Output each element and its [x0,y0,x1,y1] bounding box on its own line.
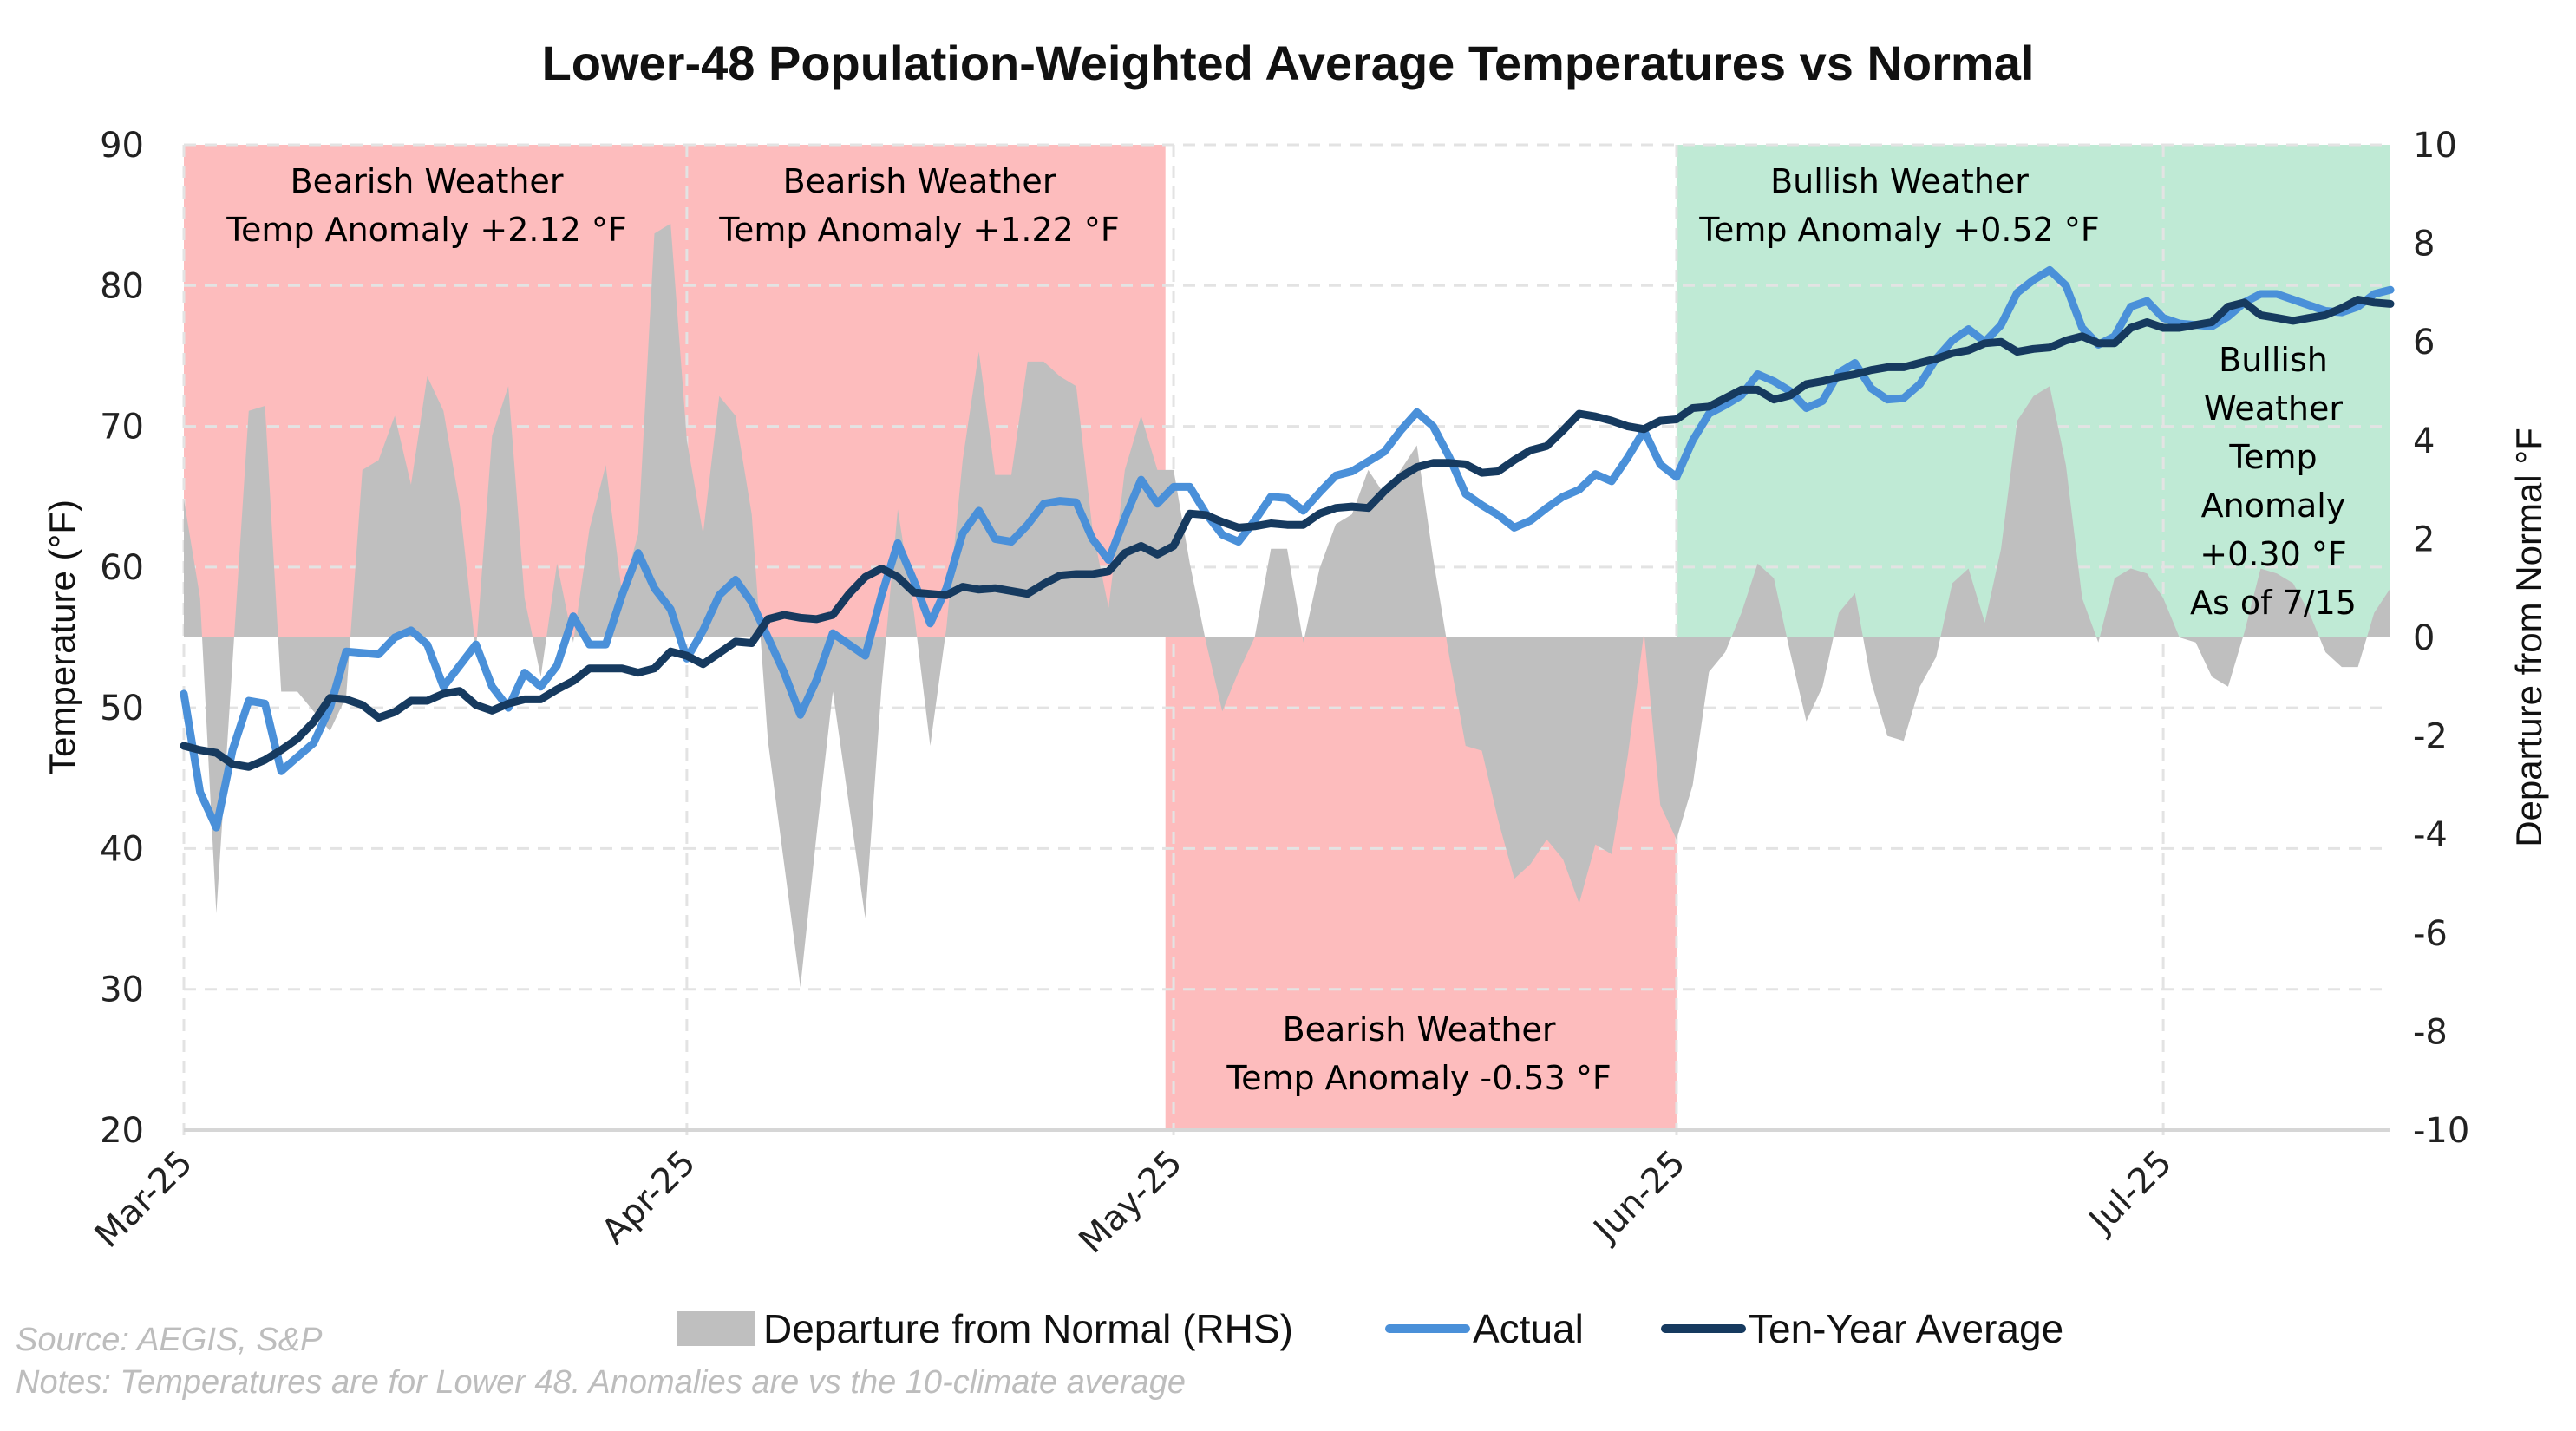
left-axis-ticks: 20 30 40 50 60 70 80 90 [100,126,144,1151]
x-tick-label: Mar-25 [88,1143,200,1256]
left-tick-label: 30 [100,970,144,1010]
legend-swatch-departure [677,1311,755,1346]
right-tick-label: -8 [2413,1012,2448,1052]
right-tick-label: -10 [2413,1111,2469,1151]
legend-label-departure: Departure from Normal (RHS) [763,1306,1293,1351]
right-axis-title: Departure from Normal °F [2508,428,2549,847]
right-tick-label: 8 [2413,225,2435,265]
region-annotation-line: +0.30 °F [2200,535,2346,573]
region-annotation-line: Temp Anomaly +0.52 °F [1698,211,2100,249]
departure-area-shape [184,223,2390,988]
x-tick-label: May-25 [1071,1143,1190,1262]
region-annotation-line: Bullish Weather [1770,162,2029,200]
left-tick-label: 50 [100,689,144,729]
region-annotation-line: Temp Anomaly +2.12 °F [226,211,627,249]
legend-label-ten-year: Ten-Year Average [1749,1306,2063,1351]
left-tick-label: 20 [100,1111,144,1151]
region-annotation-line: Bearish Weather [1283,1010,1556,1049]
region-annotation-line: Bullish [2219,341,2328,379]
chart-title: Lower-48 Population-Weighted Average Tem… [542,36,2035,90]
right-tick-label: 10 [2413,126,2457,166]
right-tick-label: -2 [2413,717,2448,757]
legend-label-actual: Actual [1473,1306,1584,1351]
left-tick-label: 90 [100,126,144,166]
series-lines [180,265,2395,832]
region-annotation-line: Weather [2204,389,2343,428]
right-tick-label: 2 [2413,519,2435,559]
right-axis-ticks: -10 -8 -6 -4 -2 0 2 4 6 8 10 [2413,126,2469,1151]
region-annotation-line: Temp Anomaly -0.53 °F [1226,1059,1611,1097]
region-annotations: Bearish Weather Temp Anomaly +2.12 °F Bear… [226,162,2357,1097]
left-tick-label: 80 [100,266,144,306]
left-tick-label: 60 [100,548,144,588]
ten-year-average-line [180,296,2395,771]
left-axis-title: Temperature (°F) [42,500,82,775]
region-annotation-line: Bearish Weather [291,162,564,200]
x-axis-ticks: Mar-25 Apr-25 May-25 Jun-25 Jul-25 [88,1143,2180,1262]
right-tick-label: -6 [2413,914,2448,954]
right-tick-label: 6 [2413,323,2435,363]
departure-area [184,223,2390,988]
region-annotation-line: Anomaly [2201,487,2346,525]
x-tick-label: Jun-25 [1585,1143,1693,1251]
right-tick-label: 4 [2413,421,2435,461]
notes-text: Notes: Temperatures are for Lower 48. An… [16,1364,1186,1401]
right-tick-label: 0 [2413,618,2435,658]
region-annotation-line: Temp Anomaly +1.22 °F [718,211,1120,249]
region-annotation-line: Temp [2228,438,2317,476]
x-tick-label: Apr-25 [594,1143,703,1252]
actual-line [180,265,2395,832]
right-tick-label: -4 [2413,815,2448,855]
region-annotation-line: As of 7/15 [2190,584,2357,622]
left-tick-label: 70 [100,408,144,448]
legend: Departure from Normal (RHS) Actual Ten-Y… [677,1306,2063,1351]
region-annotation-line: Bearish Weather [783,162,1056,200]
source-note: Source: AEGIS, S&P [16,1322,323,1358]
left-tick-label: 40 [100,829,144,869]
x-tick-label: Jul-25 [2080,1143,2180,1243]
